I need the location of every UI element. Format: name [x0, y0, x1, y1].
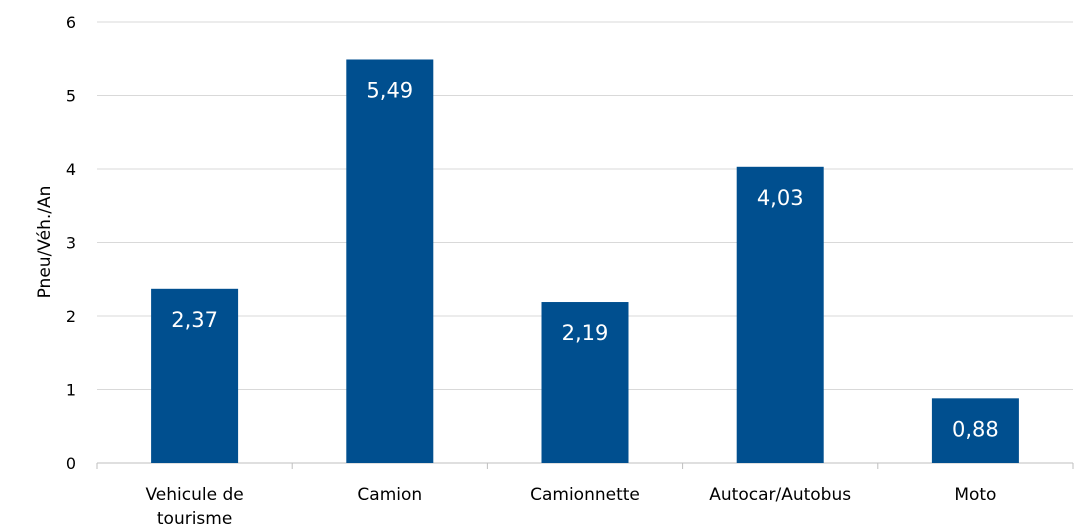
x-tick-label: Moto — [954, 485, 996, 505]
x-tick-label-line: Camion — [357, 485, 422, 505]
x-tick-label: Camion — [357, 485, 422, 505]
x-tick-label: Camionnette — [530, 485, 640, 505]
x-tick-label-line: Camionnette — [530, 485, 640, 505]
bar — [151, 288, 239, 463]
y-axis: 0 1 2 3 4 5 6 — [66, 13, 76, 473]
x-tick-label-line: Moto — [954, 485, 996, 505]
data-label: 2,37 — [171, 308, 218, 332]
x-axis-labels: Vehicule de tourisme Camion Camionnette Auto… — [145, 485, 996, 529]
y-tick-label: 1 — [66, 381, 76, 400]
y-tick-label: 0 — [66, 454, 76, 473]
x-tick-label-line: Vehicule de — [145, 485, 243, 505]
data-label: 2,19 — [562, 321, 609, 345]
bar — [541, 302, 629, 463]
data-labels: 2,37 5,49 2,19 4,03 0,88 — [171, 78, 999, 441]
gridlines — [97, 21, 1073, 390]
data-label: 4,03 — [757, 186, 804, 210]
bar — [931, 398, 1019, 463]
x-tick-label: Vehicule de tourisme — [145, 485, 243, 529]
x-tick-label-line: tourisme — [157, 509, 232, 529]
bar — [346, 59, 434, 464]
y-tick-label: 2 — [66, 307, 76, 326]
y-tick-label: 4 — [66, 160, 76, 179]
y-tick-label: 5 — [66, 87, 76, 106]
x-tick-label: Autocar/Autobus — [709, 485, 851, 505]
y-axis-title: Pneu/Véh./An — [35, 186, 55, 299]
data-label: 5,49 — [366, 78, 413, 102]
x-tick-label-line: Autocar/Autobus — [709, 485, 851, 505]
y-tick-label: 6 — [66, 13, 76, 32]
y-tick-label: 3 — [66, 234, 76, 253]
data-label: 0,88 — [952, 417, 999, 441]
x-axis — [96, 462, 1074, 469]
bar — [736, 166, 824, 464]
bars — [151, 59, 1019, 464]
